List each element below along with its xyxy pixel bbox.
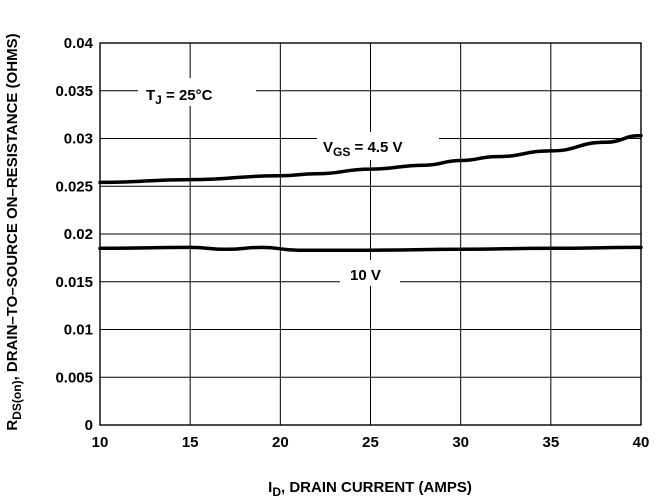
x-tick-label: 40 (633, 434, 650, 451)
y-tick-label: 0.01 (64, 322, 93, 339)
x-tick-labels: 10 15 20 25 30 35 40 (92, 434, 650, 451)
y-tick-labels: 0 0.005 0.01 0.015 0.02 0.025 0.03 0.035 0.04 (55, 35, 93, 434)
v10-label-bg (340, 260, 400, 286)
y-axis-label: RDS(on), DRAIN–TO–SOURCE ON–RESISTANCE (… (4, 33, 24, 430)
vgs-label-bg (317, 132, 439, 160)
y-tick-label: 0.04 (64, 35, 94, 52)
y-tick-label: 0.03 (64, 131, 93, 148)
x-tick-label: 25 (362, 434, 379, 451)
x-tick-label: 10 (92, 434, 109, 451)
y-tick-label: 0.005 (55, 369, 93, 386)
data-series (98, 133, 643, 252)
x-tick-label: 30 (452, 434, 469, 451)
y-tick-label: 0.015 (55, 274, 93, 291)
y-tick-label: 0 (85, 417, 93, 434)
x-tick-label: 20 (272, 434, 289, 451)
y-tick-label: 0.02 (64, 226, 93, 243)
y-tick-label: 0.035 (55, 83, 93, 100)
x-tick-label: 35 (542, 434, 559, 451)
series-line-10v (98, 245, 643, 252)
vgs-label: VGS = 4.5 V (323, 139, 402, 159)
v10-label: 10 V (350, 267, 381, 284)
plot-frame (99, 42, 642, 426)
tj-label: TJ = 25°C (146, 87, 213, 107)
tj-label-bg (138, 78, 256, 106)
y-tick-label: 0.025 (55, 178, 93, 195)
x-tick-label: 15 (182, 434, 199, 451)
series-line-vgs-4-5v (98, 133, 643, 185)
x-axis-label: ID, DRAIN CURRENT (AMPS) (268, 479, 472, 499)
